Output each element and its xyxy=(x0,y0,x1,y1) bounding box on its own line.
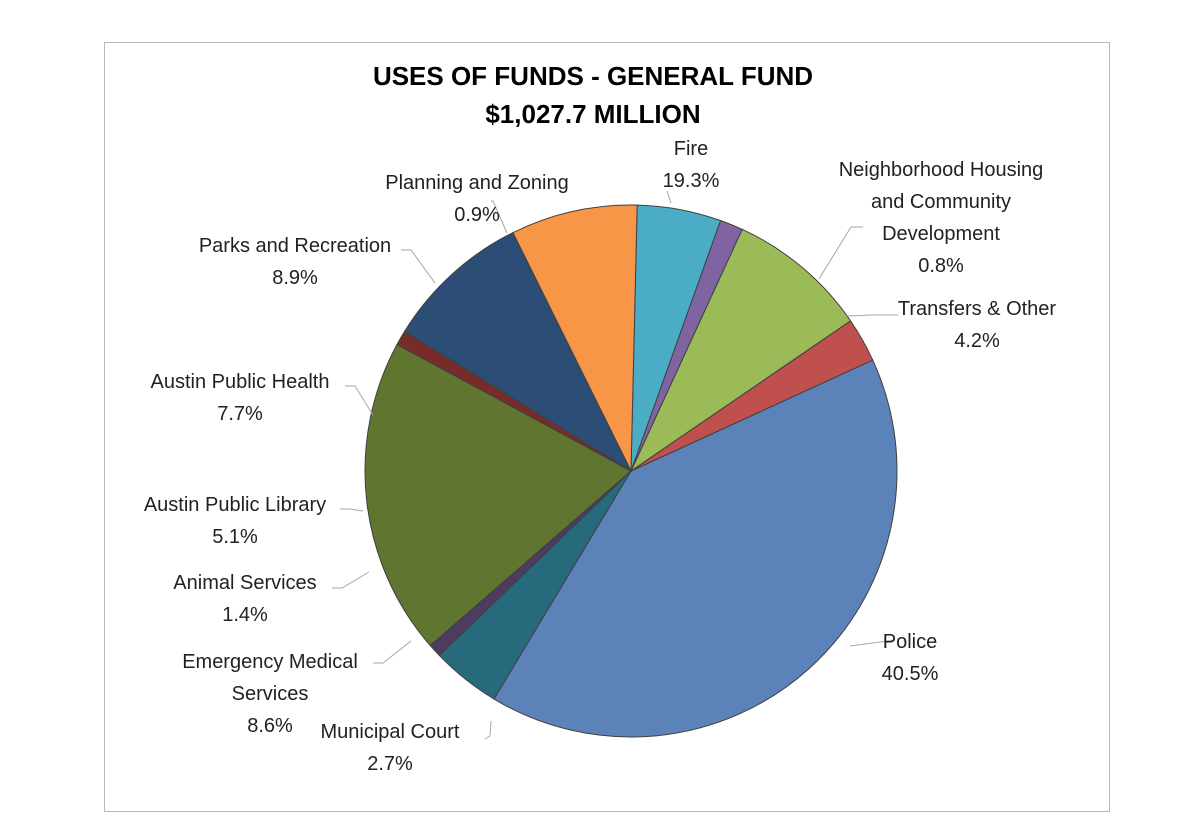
pie-chart: USES OF FUNDS - GENERAL FUND $1,027.7 MI… xyxy=(144,61,1057,775)
slice-percent-label: 40.5% xyxy=(882,663,939,685)
slice-name-label: Parks and Recreation xyxy=(199,235,391,257)
slice-name-label: Planning and Zoning xyxy=(385,172,568,194)
pie-slices xyxy=(364,204,898,738)
slice-percent-label: 0.8% xyxy=(918,255,964,277)
leader-line xyxy=(484,720,492,740)
slice-name-label: Services xyxy=(232,683,309,705)
leader-line xyxy=(847,314,898,317)
leader-line xyxy=(345,385,374,416)
chart-frame: USES OF FUNDS - GENERAL FUND $1,027.7 MI… xyxy=(104,42,1110,812)
pie-slice-police xyxy=(493,359,898,738)
slice-name-label: Neighborhood Housing xyxy=(839,159,1044,181)
leader-line xyxy=(491,200,508,234)
slice-label: Animal Services 1.4% xyxy=(173,572,316,626)
slice-label: Planning and Zoning 0.9% xyxy=(385,172,568,226)
leader-lines xyxy=(332,190,898,740)
slice-percent-label: 5.1% xyxy=(212,526,258,548)
pie-slice-fire xyxy=(364,343,632,647)
pie-slice-transfers-other xyxy=(438,470,632,700)
leader-line xyxy=(373,640,412,664)
leader-line xyxy=(340,508,364,512)
slice-name-label: Austin Public Library xyxy=(144,494,326,516)
slice-label: Austin Public Library 5.1% xyxy=(144,494,326,548)
slice-name-label: Development xyxy=(882,223,1000,245)
pie-slice-parks-and-recreation xyxy=(403,231,633,473)
slice-name-label: Transfers & Other xyxy=(898,298,1057,320)
slice-label: Municipal Court 2.7% xyxy=(321,721,460,775)
leader-line xyxy=(332,571,370,589)
slice-name-label: Animal Services xyxy=(173,572,316,594)
leader-line xyxy=(666,190,672,204)
slice-name-label: Police xyxy=(883,631,937,653)
slice-percent-label: 2.7% xyxy=(367,753,413,775)
slice-name-label: Fire xyxy=(674,138,708,160)
slice-percent-label: 7.7% xyxy=(217,403,263,425)
slice-label: Transfers & Other 4.2% xyxy=(898,298,1057,352)
slice-label: Emergency Medical Services 8.6% xyxy=(182,651,358,737)
slice-percent-label: 8.6% xyxy=(247,715,293,737)
chart-title: USES OF FUNDS - GENERAL FUND xyxy=(373,61,813,91)
leader-line xyxy=(849,639,896,647)
slice-percent-label: 19.3% xyxy=(663,170,720,192)
slice-name-label: Municipal Court xyxy=(321,721,460,743)
slice-label: Fire 19.3% xyxy=(663,138,720,192)
slice-name-label: Emergency Medical xyxy=(182,651,358,673)
chart-subtitle: $1,027.7 MILLION xyxy=(485,99,700,129)
slice-percent-label: 4.2% xyxy=(954,330,1000,352)
pie-slice-emergency-medical-services xyxy=(629,228,852,473)
leader-line xyxy=(818,226,863,280)
leader-line xyxy=(401,249,436,284)
slice-name-label: Austin Public Health xyxy=(151,371,330,393)
slice-percent-label: 8.9% xyxy=(272,267,318,289)
slice-name-label: and Community xyxy=(871,191,1011,213)
slice-percent-label: 0.9% xyxy=(454,204,500,226)
slice-label: Neighborhood Housing and Community Develop… xyxy=(839,159,1044,277)
slice-label: Austin Public Health 7.7% xyxy=(151,371,330,425)
pie-slice-austin-public-health xyxy=(512,204,638,472)
slice-labels: Police 40.5% Municipal Court 2.7% Emergency … xyxy=(144,138,1057,775)
slice-label: Parks and Recreation 8.9% xyxy=(199,235,391,289)
slice-percent-label: 1.4% xyxy=(222,604,268,626)
slice-label: Police 40.5% xyxy=(882,631,939,685)
